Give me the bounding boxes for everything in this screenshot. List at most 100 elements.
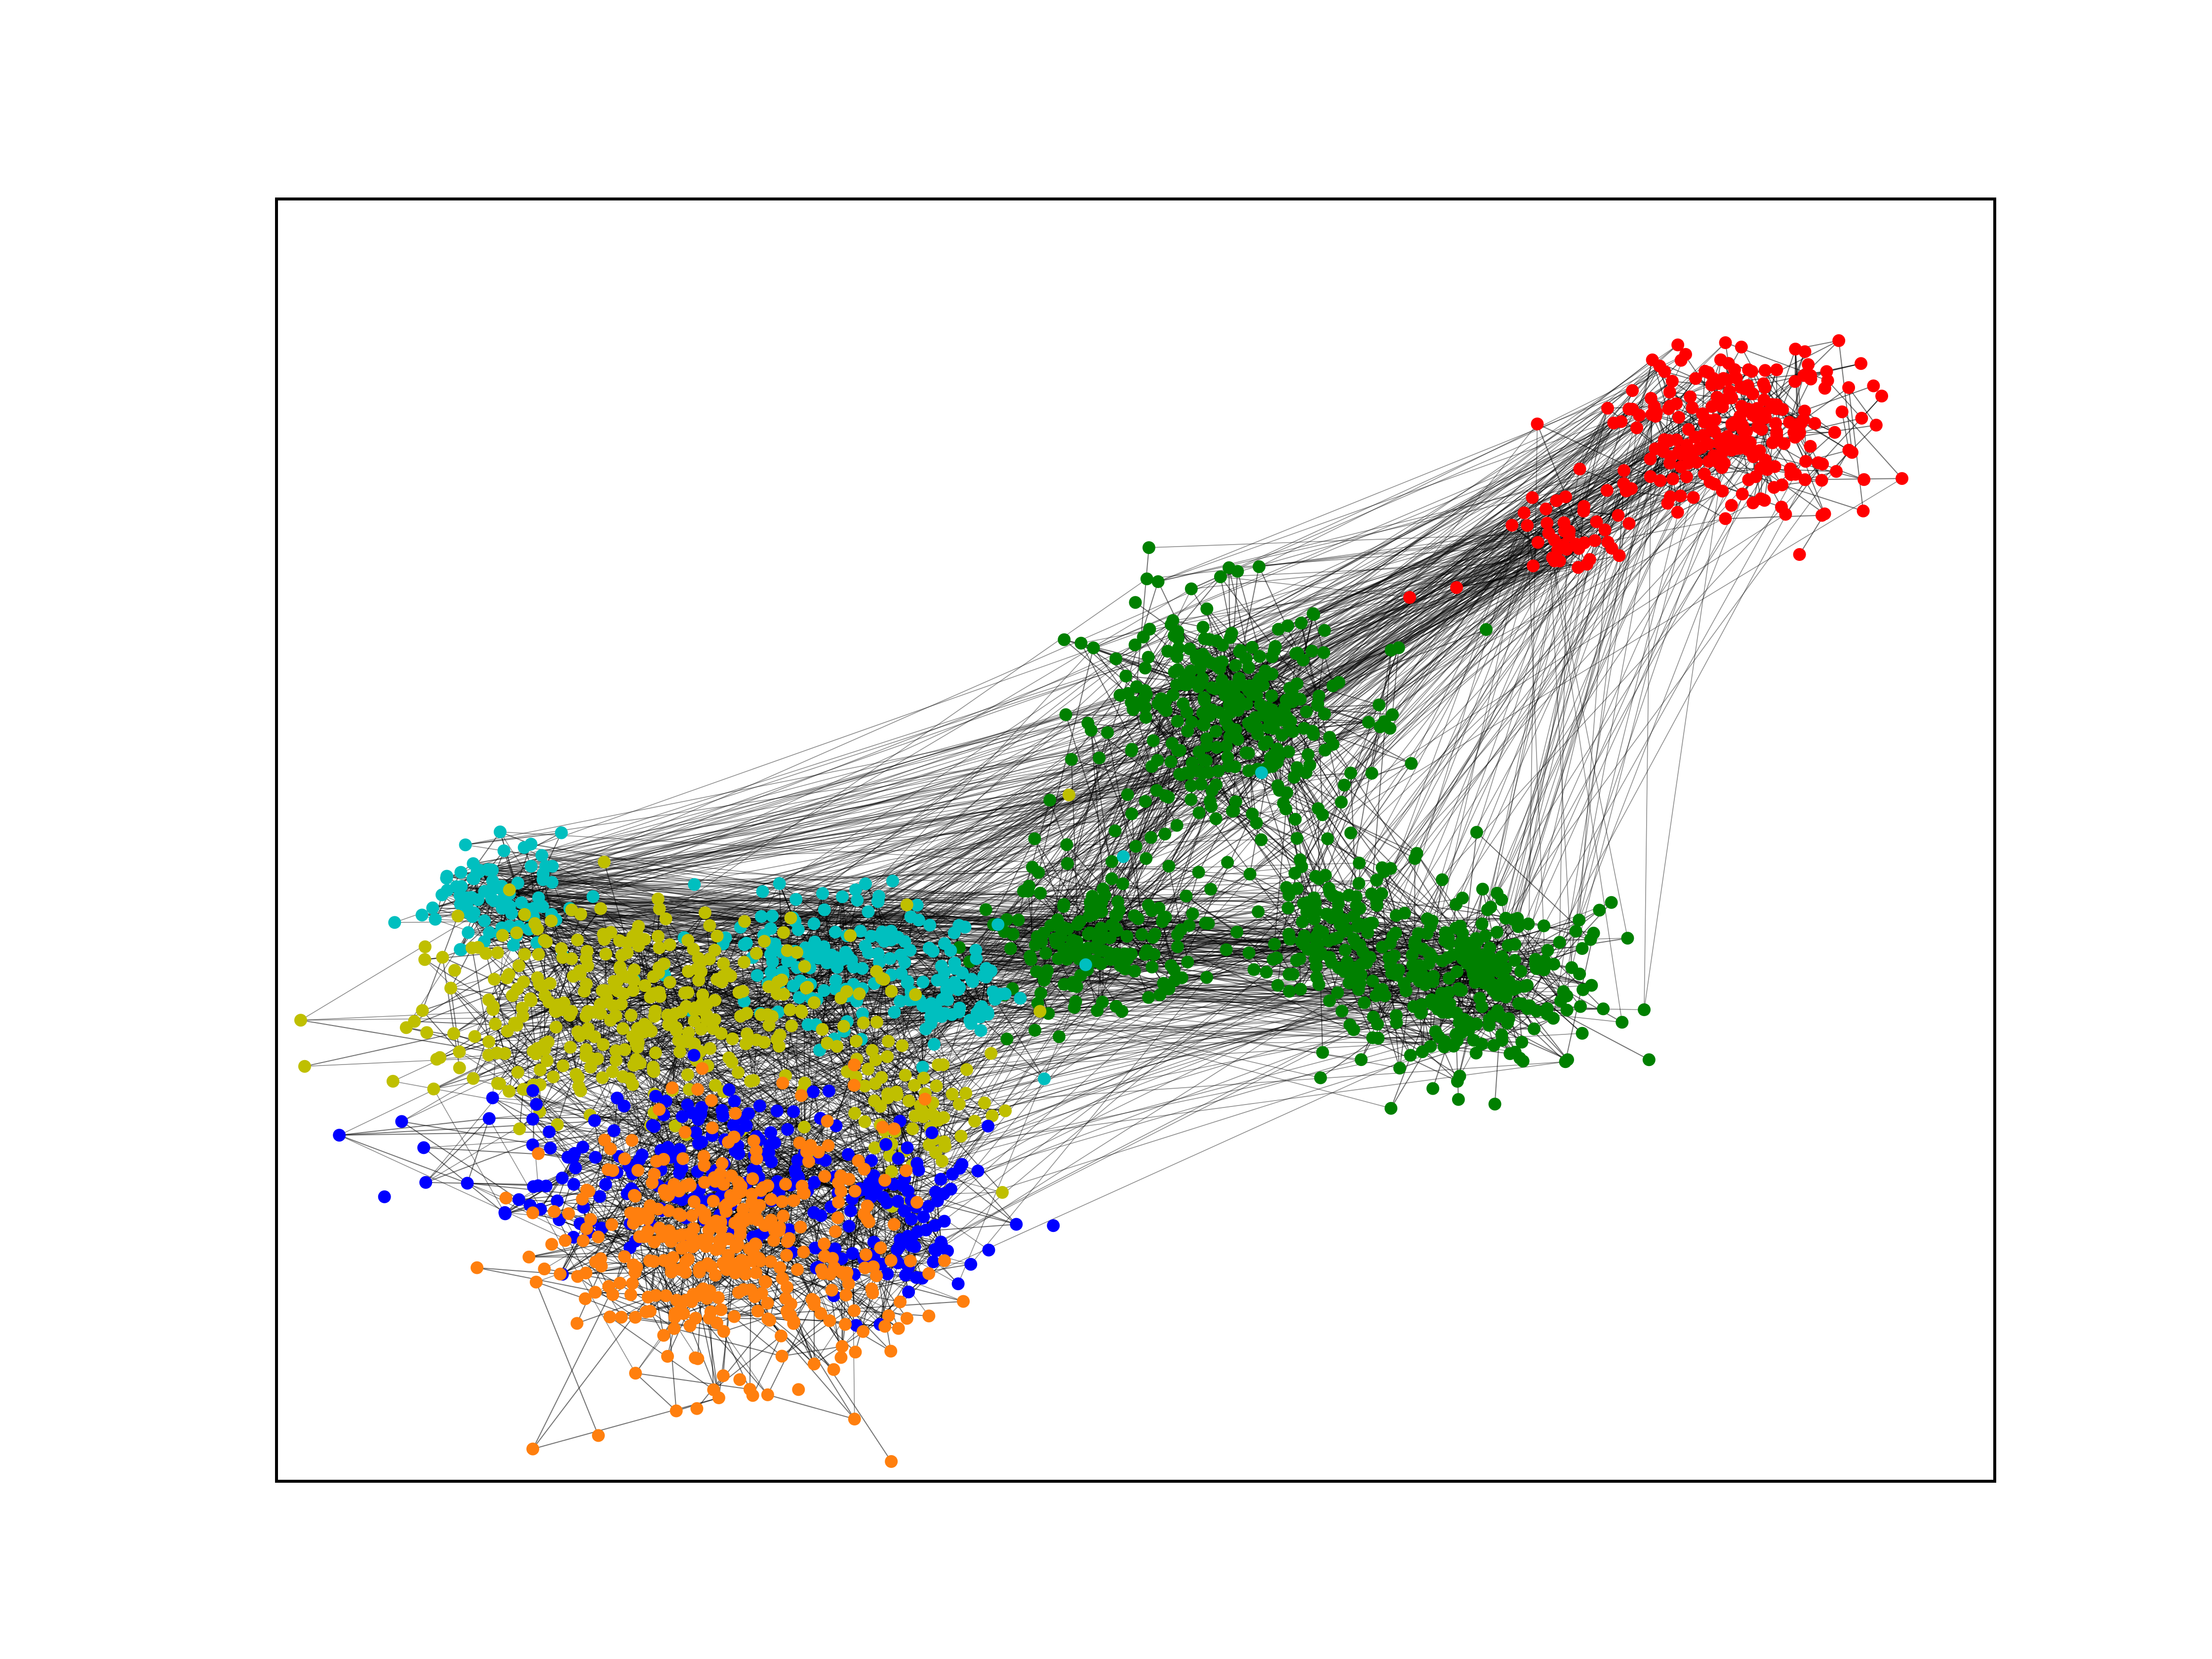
- graph-edge: [1266, 967, 1339, 973]
- graph-edge: [1027, 749, 1133, 892]
- graph-edge: [1583, 408, 1608, 507]
- graph-edge: [1029, 956, 1049, 1014]
- graph-edge: [842, 897, 848, 936]
- graph-edge: [1518, 902, 1612, 1004]
- graph-edge: [922, 943, 945, 983]
- graph-edge: [1545, 508, 1597, 522]
- graph-edge: [427, 1032, 497, 1054]
- graph-edge: [450, 988, 460, 1052]
- graph-edge: [1527, 490, 1608, 526]
- graph-edge: [1206, 977, 1330, 1001]
- graph-edge: [473, 978, 508, 1079]
- graph-edge: [1789, 379, 1812, 423]
- graph-edge: [1565, 933, 1594, 1062]
- graph-edge: [518, 950, 588, 966]
- graph-edge: [603, 862, 628, 943]
- graph-edge: [1664, 371, 1712, 386]
- graph-edge: [1623, 414, 1653, 471]
- graph-edge: [785, 1026, 792, 1076]
- graph-edge: [822, 893, 881, 937]
- graph-edge: [453, 1009, 494, 1034]
- graph-edge: [850, 935, 877, 1023]
- graph-edge: [1568, 470, 1624, 536]
- graph-edge: [1071, 657, 1149, 760]
- graph-edge: [488, 1054, 524, 1090]
- graph-edge: [1136, 548, 1149, 687]
- graph-edge: [1151, 785, 1217, 967]
- graph-edge: [846, 991, 944, 1066]
- graph-edge: [1325, 726, 1381, 876]
- graph-edge: [1381, 893, 1400, 1068]
- graph-edge: [1529, 969, 1544, 1006]
- graph-edge: [1158, 908, 1267, 973]
- graph-edge: [805, 988, 885, 1131]
- graph-edge: [1456, 408, 1633, 588]
- graph-edge: [1211, 806, 1262, 840]
- graph-edge: [1210, 888, 1288, 908]
- graph-edge: [1071, 759, 1210, 802]
- graph-edge: [1579, 408, 1608, 470]
- graph-edge: [842, 897, 846, 989]
- graph-edge: [1546, 448, 1656, 524]
- graph-edge: [1810, 363, 1861, 376]
- graph-edge: [1187, 932, 1396, 963]
- graph-edge: [562, 957, 581, 1036]
- graph-edge: [1702, 371, 1706, 414]
- graph-edge: [1119, 871, 1199, 910]
- graph-edge: [824, 909, 849, 990]
- graph-edge: [669, 944, 701, 1010]
- graph-edge: [600, 908, 633, 937]
- graph-edge: [1344, 785, 1418, 854]
- graph-edge: [555, 990, 605, 1028]
- graph-edge: [406, 981, 524, 1028]
- graph-edge: [1116, 810, 1233, 916]
- graph-edge: [905, 941, 945, 945]
- graph-edge: [1838, 340, 1853, 453]
- graph-edge: [1827, 380, 1862, 419]
- graph-edge: [1371, 650, 1392, 894]
- graph-edge: [1249, 757, 1271, 874]
- graph-edge: [450, 948, 473, 988]
- graph-edge: [553, 1009, 563, 1077]
- graph-edge: [1841, 411, 1850, 450]
- graph-edge: [300, 1020, 497, 1054]
- graph-edge: [1303, 613, 1314, 661]
- graph-edge: [531, 843, 843, 898]
- graph-edge: [1799, 432, 1822, 481]
- graph-edge: [546, 909, 572, 943]
- graph-edge: [1064, 639, 1129, 694]
- graph-edge: [1317, 704, 1323, 815]
- graph-edge: [1145, 567, 1229, 669]
- graph-edge: [744, 962, 773, 1017]
- graph-edge: [934, 1116, 1003, 1193]
- graph-edge: [1035, 743, 1173, 946]
- graph-edge: [1371, 858, 1416, 923]
- graph-edge: [1292, 629, 1487, 703]
- graph-edge: [1822, 463, 1864, 480]
- graph-edge: [504, 1010, 556, 1054]
- graph-edge: [1785, 464, 1823, 515]
- graph-edge: [917, 905, 959, 926]
- graph-edge: [499, 831, 522, 903]
- graph-edge: [1776, 349, 1796, 405]
- graph-edge: [414, 1021, 556, 1028]
- graph-edge: [1537, 423, 1651, 477]
- graph-edge: [1841, 411, 1902, 479]
- graph-edge: [1168, 866, 1188, 962]
- graph-edge: [1396, 1022, 1445, 1048]
- graph-edge: [653, 986, 769, 994]
- graph-edge: [1760, 468, 1825, 514]
- graph-edge: [1537, 424, 1585, 543]
- graph-edge: [1117, 762, 1193, 902]
- graph-edge: [1235, 801, 1382, 869]
- graph-edge: [969, 838, 1035, 962]
- graph-edge: [1091, 716, 1146, 731]
- graph-edge: [494, 979, 606, 1003]
- graph-edge: [1232, 777, 1295, 812]
- graph-edge: [1090, 730, 1137, 847]
- graph-edge: [492, 869, 695, 885]
- graph-edge: [1378, 1036, 1439, 1039]
